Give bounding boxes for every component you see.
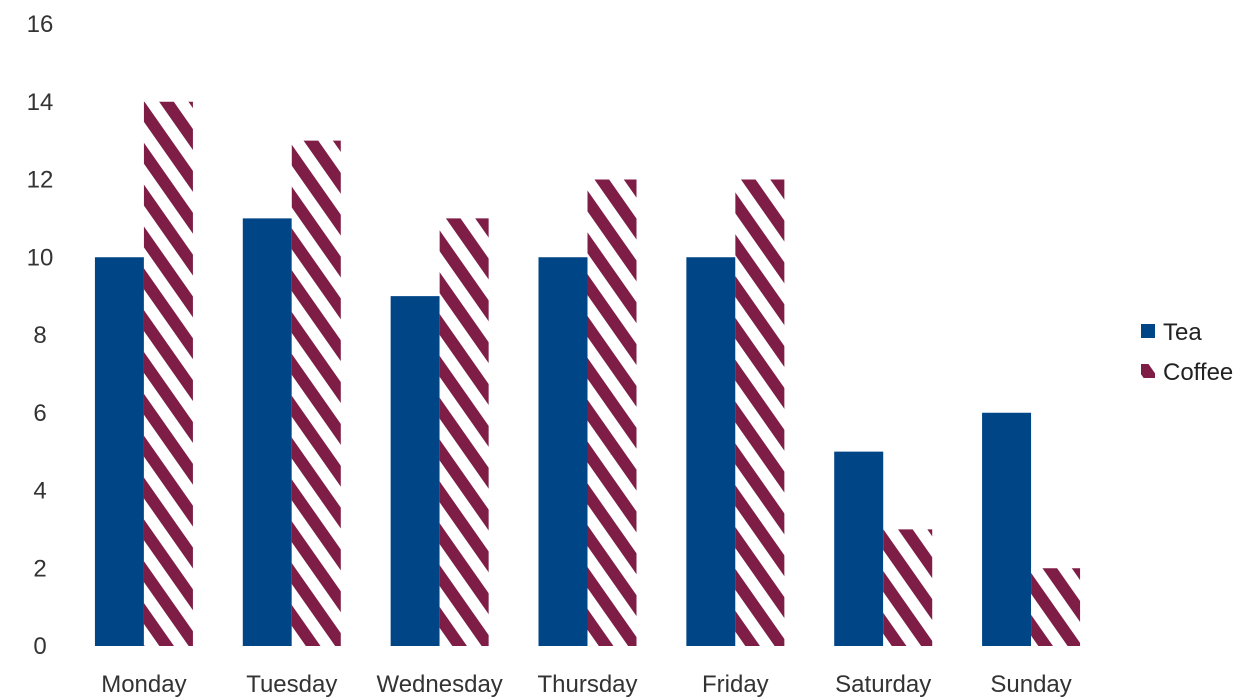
y-tick-label: 6: [33, 400, 46, 427]
x-tick-label: Thursday: [537, 671, 637, 698]
x-tick-label: Saturday: [835, 671, 931, 698]
y-axis: 0 2 4 6 8 10 12 14 16: [27, 11, 54, 660]
bar-tea-sunday: [982, 412, 1032, 646]
bar-tea-tuesday: [242, 218, 292, 646]
bar-tea-friday: [686, 257, 736, 646]
y-tick-label: 4: [33, 478, 46, 505]
legend-swatch-coffee: [1141, 364, 1155, 378]
x-tick-label: Sunday: [990, 671, 1071, 698]
x-axis: Monday Tuesday Wednesday Thursday Friday Satu…: [101, 671, 1072, 698]
bar-coffee-friday: [735, 179, 785, 646]
legend-swatch-tea: [1141, 324, 1155, 338]
bar-tea-saturday: [834, 451, 884, 646]
bar-tea-monday: [94, 257, 144, 646]
y-tick-label: 12: [27, 167, 54, 194]
y-tick-label: 16: [27, 11, 54, 38]
bars: [94, 101, 1081, 646]
bar-tea-wednesday: [390, 296, 440, 646]
bar-coffee-monday: [143, 101, 193, 646]
y-tick-label: 2: [33, 555, 46, 582]
x-tick-label: Friday: [702, 671, 769, 698]
bar-coffee-saturday: [883, 529, 933, 646]
y-tick-label: 14: [27, 89, 54, 116]
bar-coffee-sunday: [1031, 568, 1081, 646]
legend: Tea Coffee: [1141, 319, 1233, 386]
y-tick-label: 10: [27, 244, 54, 271]
x-tick-label: Monday: [101, 671, 186, 698]
y-tick-label: 0: [33, 633, 46, 660]
legend-label-tea: Tea: [1163, 319, 1202, 346]
bar-coffee-thursday: [587, 179, 637, 646]
x-tick-label: Tuesday: [246, 671, 337, 698]
y-tick-label: 8: [33, 322, 46, 349]
bar-coffee-tuesday: [291, 140, 341, 646]
bar-tea-thursday: [538, 257, 588, 646]
bar-coffee-wednesday: [439, 218, 489, 646]
x-tick-label: Wednesday: [376, 671, 502, 698]
legend-label-coffee: Coffee: [1163, 359, 1233, 386]
